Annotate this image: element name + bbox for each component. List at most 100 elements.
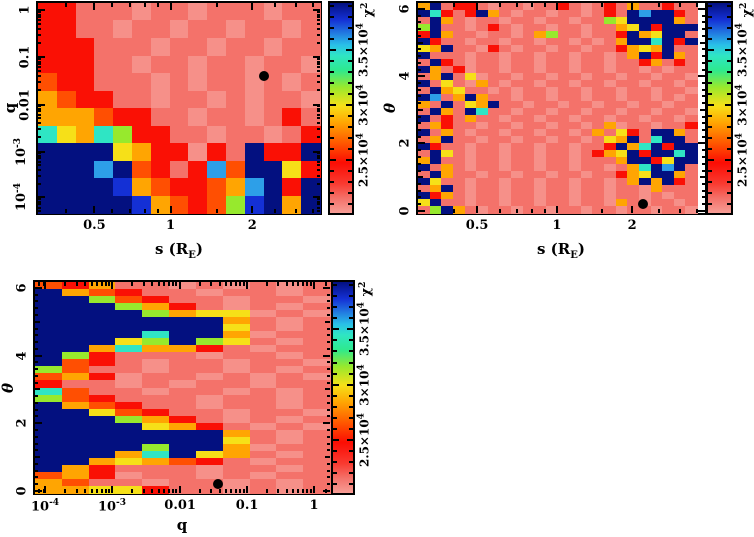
heatmap-cell: [115, 310, 144, 319]
axis-tick: [317, 210, 320, 213]
heatmap-cell: [276, 478, 305, 487]
heatmap-cell: [169, 345, 197, 354]
axis-tick: [93, 206, 96, 213]
colorbar-tick: [330, 181, 334, 184]
heatmap-cell: [476, 122, 489, 131]
heatmap-cell: [638, 115, 652, 124]
heatmap-cell: [418, 24, 431, 33]
heatmap-cell: [169, 387, 197, 396]
heatmap-cell: [249, 401, 278, 410]
heatmap-cell: [545, 157, 559, 166]
heatmap-cell: [94, 90, 115, 110]
axis-tick: [702, 28, 705, 31]
heatmap-cell: [476, 157, 489, 166]
axis-tick: [418, 68, 421, 71]
heatmap-cell: [276, 331, 305, 340]
heatmap-cell: [303, 471, 331, 480]
heatmap-cell: [511, 10, 524, 19]
heatmap-cell: [226, 125, 246, 145]
heatmap-cell: [580, 87, 594, 96]
colorbar-tick: [330, 60, 334, 63]
heatmap-cell: [522, 59, 536, 68]
heatmap-cell: [418, 150, 431, 159]
heatmap-cell: [452, 101, 466, 110]
axis-tick: [38, 104, 45, 107]
axis-tick: [544, 3, 547, 7]
axis-tick: [678, 209, 681, 213]
heatmap-cell: [142, 401, 170, 410]
heatmap-cell: [662, 108, 675, 117]
heatmap-cell: [604, 3, 617, 12]
heatmap-cell: [61, 394, 90, 403]
heatmap-cell: [476, 142, 489, 152]
axis-tick: [96, 282, 99, 286]
heatmap-cell: [35, 310, 63, 319]
heatmap-cell: [56, 108, 77, 127]
heatmap-cell: [263, 37, 284, 57]
axis-tick: [38, 154, 41, 157]
heatmap-cell: [88, 373, 117, 382]
axis-tick: [498, 3, 501, 7]
axis-tick: [38, 152, 41, 155]
heatmap-cell: [511, 199, 524, 208]
heatmap-cell: [673, 72, 687, 82]
heatmap-cell: [418, 157, 431, 166]
heatmap-cell: [441, 163, 454, 173]
heatmap-cell: [545, 37, 559, 47]
axis-tick: [108, 489, 111, 493]
colorbar-tick: [708, 49, 714, 52]
heatmap-cell: [195, 366, 224, 375]
heatmap-cell: [441, 157, 454, 166]
heatmap-cell: [142, 485, 170, 495]
heatmap-cell: [604, 199, 617, 208]
colorbar-tick: [727, 181, 731, 184]
heatmap-cell: [303, 401, 331, 410]
heatmap-cell: [263, 178, 284, 197]
axis-tick: [35, 469, 38, 472]
heatmap-cell: [615, 3, 629, 12]
heatmap-cell: [569, 150, 582, 159]
heatmap-cell: [276, 450, 305, 459]
colorbar-tick-label: 2.5×104: [356, 412, 372, 467]
heatmap-cell: [580, 206, 594, 215]
axis-tick: [313, 486, 316, 493]
heatmap-cell: [303, 464, 331, 473]
axis-tick: [317, 203, 320, 206]
heatmap-cell: [115, 331, 144, 340]
axis-tick: [90, 282, 93, 286]
axis-tick: [169, 206, 172, 213]
heatmap-cell: [188, 72, 209, 92]
heatmap-cell: [569, 163, 582, 173]
heatmap-cell: [557, 72, 570, 82]
heatmap-cell: [88, 296, 117, 305]
axis-tick: [418, 149, 421, 152]
heatmap-cell: [522, 178, 536, 187]
axis-tick: [84, 282, 87, 286]
heatmap-cell: [511, 142, 524, 152]
heatmap-cell: [115, 401, 144, 410]
colorbar-tick: [708, 82, 712, 85]
colorbar-tick: [349, 372, 353, 375]
heatmap-cell: [282, 20, 303, 40]
heatmap-cell: [464, 136, 477, 145]
heatmap-cell: [522, 206, 536, 215]
axis-tick: [38, 183, 41, 186]
axis-tick: [327, 415, 330, 418]
heatmap-cell: [662, 37, 675, 47]
heatmap-cell: [534, 136, 547, 145]
colorbar-tick: [348, 115, 352, 118]
colorbar-tick: [347, 438, 353, 441]
colorbar-tick: [330, 93, 334, 96]
colorbar-tick: [348, 192, 352, 195]
colorbar-tick: [348, 93, 352, 96]
y-tick-label: 4: [397, 71, 413, 81]
heatmap-cell: [499, 45, 512, 54]
heatmap-cell: [464, 101, 477, 110]
heatmap-cell: [303, 380, 331, 389]
heatmap-cell: [441, 115, 454, 124]
axis-tick: [327, 469, 330, 472]
axis-tick: [476, 206, 479, 213]
heatmap-cell: [169, 359, 197, 368]
axis-tick: [76, 282, 79, 286]
heatmap-cell: [88, 457, 117, 466]
